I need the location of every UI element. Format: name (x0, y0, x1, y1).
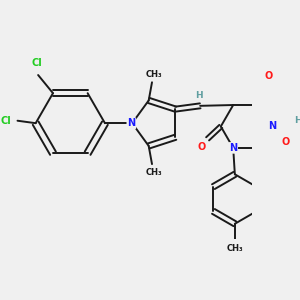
Text: O: O (198, 142, 206, 152)
Text: N: N (127, 118, 135, 128)
Text: N: N (268, 122, 276, 131)
Text: Cl: Cl (1, 116, 11, 126)
Text: CH₃: CH₃ (226, 244, 243, 253)
Text: CH₃: CH₃ (145, 168, 162, 177)
Text: H: H (195, 91, 203, 100)
Text: H: H (294, 116, 300, 125)
Text: CH₃: CH₃ (145, 70, 162, 79)
Text: N: N (229, 143, 237, 153)
Text: O: O (265, 71, 273, 81)
Text: Cl: Cl (32, 58, 43, 68)
Text: O: O (282, 137, 290, 147)
